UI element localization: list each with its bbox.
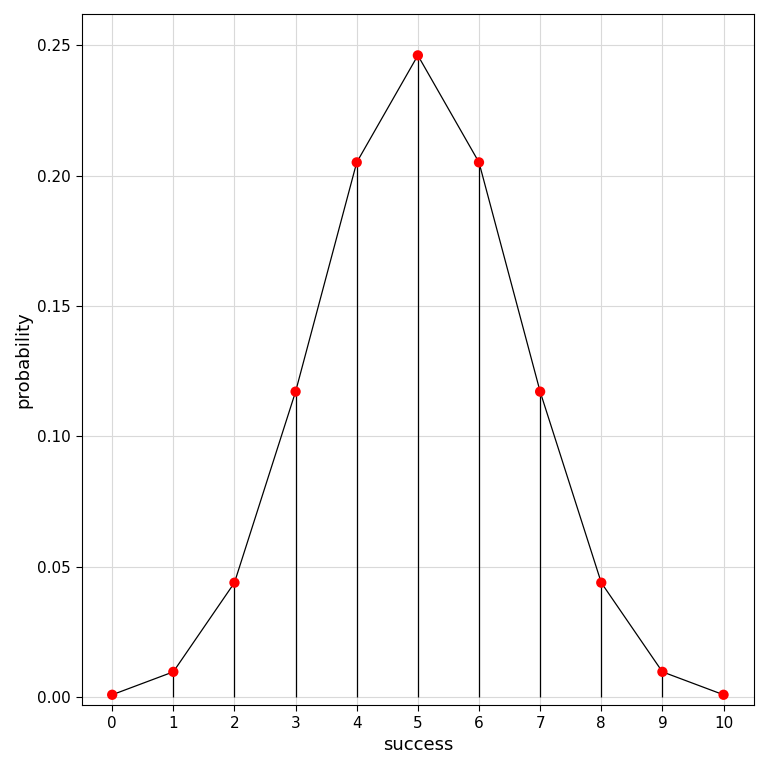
Point xyxy=(228,577,240,589)
Point xyxy=(595,577,607,589)
Point xyxy=(290,386,302,398)
Point xyxy=(106,689,118,701)
Point xyxy=(473,156,485,168)
Y-axis label: probability: probability xyxy=(14,311,32,408)
Point xyxy=(412,49,424,61)
Point xyxy=(350,156,362,168)
X-axis label: success: success xyxy=(382,736,453,754)
Point xyxy=(167,666,180,678)
Point xyxy=(534,386,546,398)
Point xyxy=(717,689,730,701)
Point xyxy=(657,666,669,678)
